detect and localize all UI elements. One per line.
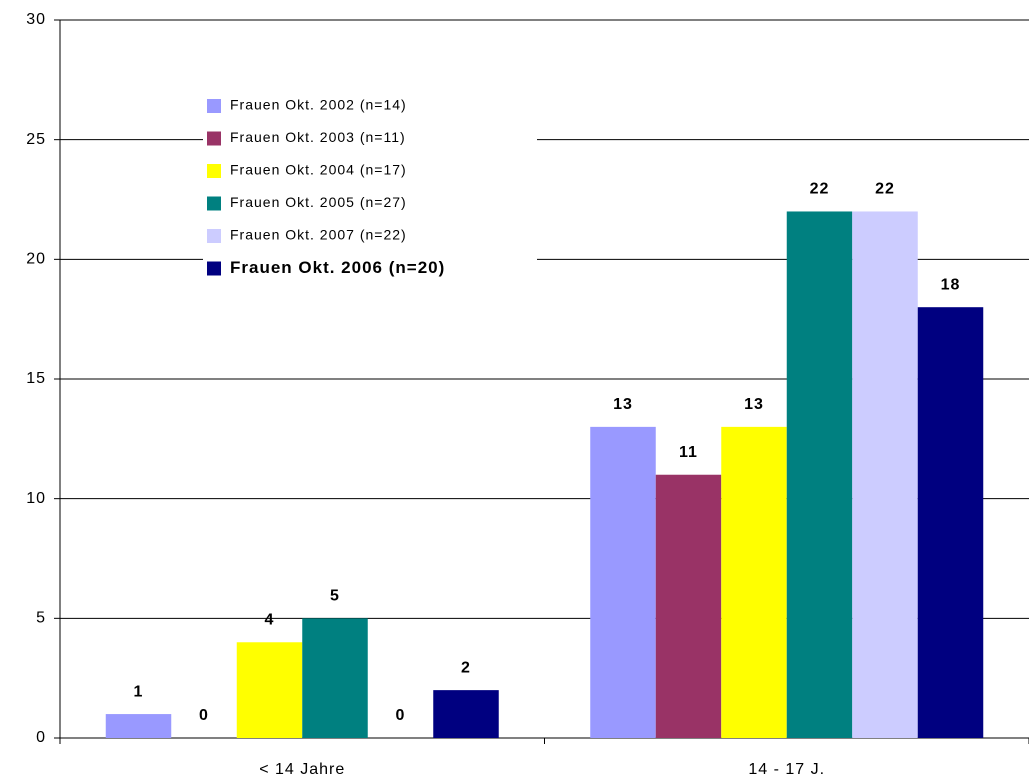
x-tick-label: < 14 Jahre [259,761,345,778]
data-label: 4 [265,611,275,628]
bar [786,211,853,738]
bar [302,618,368,738]
bar [721,426,787,738]
data-label: 22 [810,181,830,198]
legend-swatch [207,99,221,113]
data-label: 5 [330,588,340,605]
data-label: 0 [396,707,406,724]
legend-label: Frauen Okt. 2002 (n=14) [230,97,407,113]
legend-swatch [207,229,221,243]
bar [852,211,918,738]
legend-swatch [207,196,221,211]
y-tick-label: 15 [26,370,46,387]
data-label: 13 [744,396,764,413]
legend-swatch [207,131,221,146]
legend-swatch [207,261,221,276]
x-tick-label: 14 - 17 J. [748,761,825,778]
legend-label: Frauen Okt. 2003 (n=11) [230,129,406,145]
y-tick-label: 20 [26,251,46,268]
bar [590,426,656,738]
data-label: 0 [199,707,209,724]
legend-label: Frauen Okt. 2007 (n=22) [230,227,407,243]
legend-box [203,88,537,286]
y-tick-label: 30 [26,11,46,28]
data-label: 22 [875,181,895,198]
legend-swatch [207,164,221,178]
bar [917,307,984,738]
y-tick-label: 5 [36,610,46,627]
data-label: 1 [134,683,144,700]
bar [236,642,303,738]
data-label: 11 [679,444,698,461]
data-label: 2 [461,659,471,676]
bar [655,474,722,738]
y-tick-label: 25 [26,131,46,148]
bar [433,690,499,738]
data-label: 18 [941,276,961,293]
y-tick-label: 0 [36,729,46,746]
legend-label: Frauen Okt. 2005 (n=27) [230,194,407,210]
y-tick-label: 10 [26,490,46,507]
bar [105,714,172,738]
legend-label: Frauen Okt. 2004 (n=17) [230,162,407,178]
data-label: 13 [613,396,633,413]
legend-label: Frauen Okt. 2006 (n=20) [230,258,445,277]
